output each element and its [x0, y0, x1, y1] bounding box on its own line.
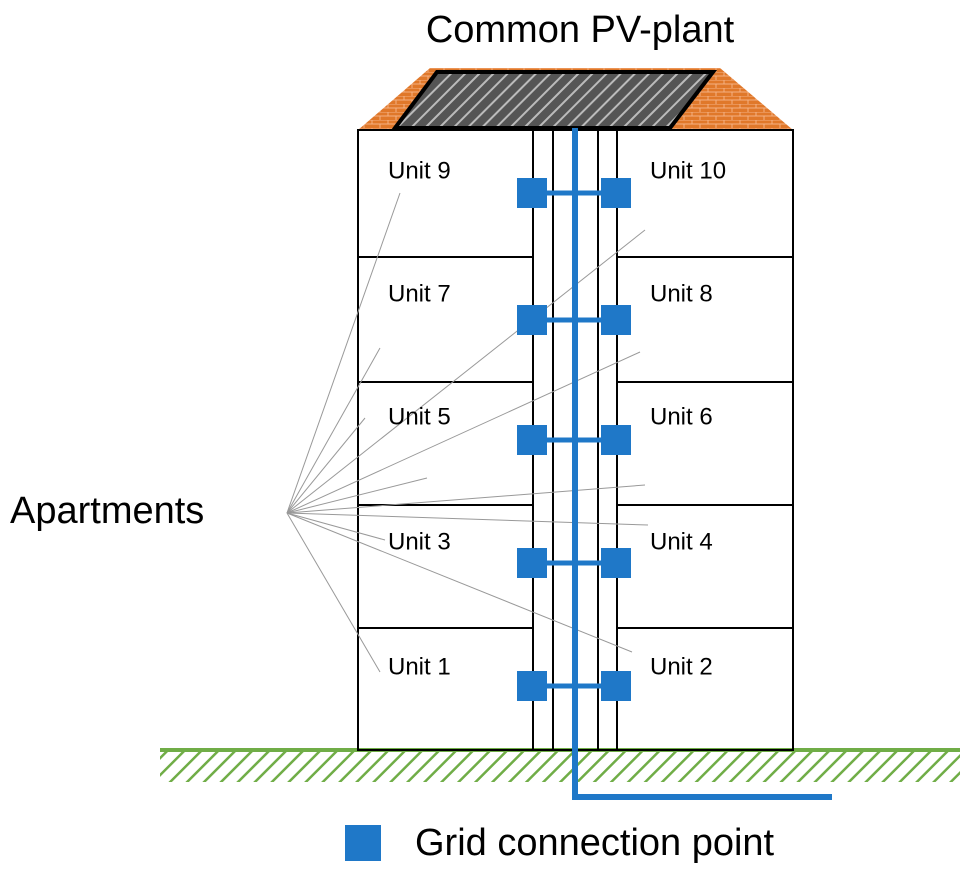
leader-line [286, 512, 381, 673]
connection-point [517, 548, 547, 578]
unit-label: Unit 6 [650, 403, 713, 430]
unit-labels: Unit 9 Unit 10 Unit 7 Unit 8 Unit 5 Unit 6 Uni… [388, 157, 726, 680]
leader-line [286, 477, 428, 514]
apartments-label: Apartments [10, 490, 204, 532]
title: Common PV-plant [426, 9, 735, 51]
connection-point [601, 671, 631, 701]
connection-point [601, 548, 631, 578]
connection-point [517, 178, 547, 208]
leader-line [286, 417, 366, 514]
unit-label: Unit 1 [388, 653, 451, 680]
connection-point [517, 305, 547, 335]
leader-line [286, 351, 641, 514]
connection-points [517, 178, 631, 701]
connection-point [517, 671, 547, 701]
legend-label: Grid connection point [415, 822, 775, 864]
unit-label: Unit 5 [388, 403, 451, 430]
unit-label: Unit 8 [650, 280, 713, 307]
ground [160, 752, 960, 782]
unit-label: Unit 7 [388, 280, 451, 307]
leader-line [286, 229, 646, 514]
legend-swatch [345, 825, 381, 861]
grid-cable [572, 128, 832, 800]
unit-label: Unit 9 [388, 157, 451, 184]
leader-line [286, 512, 386, 541]
leader-line [286, 347, 381, 514]
connection-point [601, 178, 631, 208]
leader-line [286, 512, 633, 653]
leader-line [286, 512, 649, 526]
unit-label: Unit 3 [388, 528, 451, 555]
connection-point [517, 425, 547, 455]
connection-point [601, 425, 631, 455]
pv-panel [391, 70, 718, 130]
unit-label: Unit 2 [650, 653, 713, 680]
unit-label: Unit 4 [650, 528, 713, 555]
connection-point [601, 305, 631, 335]
leader-line [286, 192, 401, 514]
leader-lines [286, 192, 649, 673]
unit-label: Unit 10 [650, 157, 726, 184]
leader-line [286, 484, 646, 514]
